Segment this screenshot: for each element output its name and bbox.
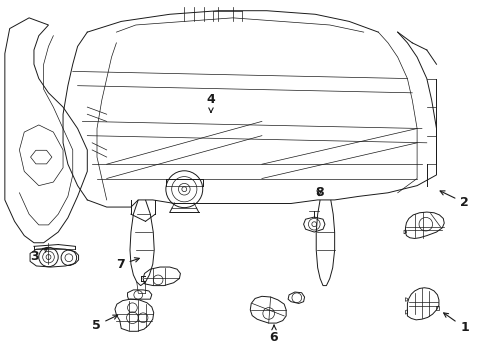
Text: 5: 5 xyxy=(91,315,118,332)
Text: 3: 3 xyxy=(30,248,47,263)
Text: 1: 1 xyxy=(443,313,468,334)
Text: 7: 7 xyxy=(116,258,139,271)
Text: 6: 6 xyxy=(269,325,278,344)
Text: 4: 4 xyxy=(206,93,215,112)
Text: 8: 8 xyxy=(314,186,323,198)
Text: 2: 2 xyxy=(439,191,468,209)
